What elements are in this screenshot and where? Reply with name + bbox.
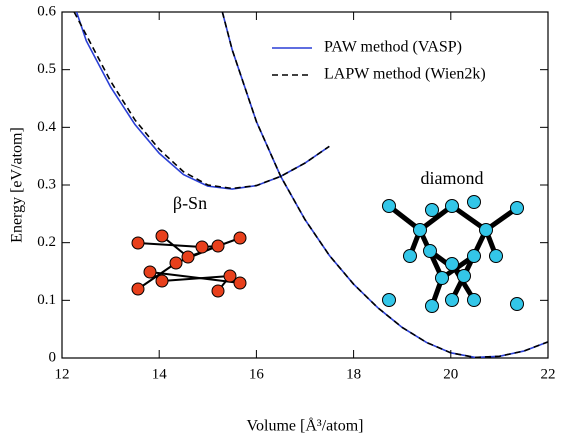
- series-line: [73, 12, 548, 358]
- y-tick-label: 0.1: [37, 292, 56, 308]
- x-tick-label: 14: [152, 366, 168, 382]
- annotation: β-Sn: [173, 193, 207, 213]
- y-tick-label: 0.3: [37, 176, 56, 192]
- x-tick-label: 12: [55, 366, 70, 382]
- y-tick-label: 0: [49, 349, 57, 365]
- x-tick-label: 16: [249, 366, 265, 382]
- x-axis-label: Volume [Å³/atom]: [247, 417, 364, 435]
- diamond-structure: [382, 195, 524, 313]
- y-tick-label: 0.6: [37, 3, 56, 19]
- x-tick-label: 18: [346, 366, 361, 382]
- beta-sn-structure: [131, 229, 247, 298]
- legend-label: LAPW method (Wien2k): [324, 66, 486, 83]
- y-tick-label: 0.5: [37, 61, 56, 77]
- y-axis-label: Energy [eV/atom]: [9, 127, 26, 243]
- annotation: diamond: [421, 168, 484, 188]
- y-tick-label: 0.4: [37, 119, 56, 135]
- x-tick-label: 22: [541, 366, 556, 382]
- x-tick-label: 20: [443, 366, 458, 382]
- y-tick-label: 0.2: [37, 234, 56, 250]
- legend-label: PAW method (VASP): [324, 39, 462, 56]
